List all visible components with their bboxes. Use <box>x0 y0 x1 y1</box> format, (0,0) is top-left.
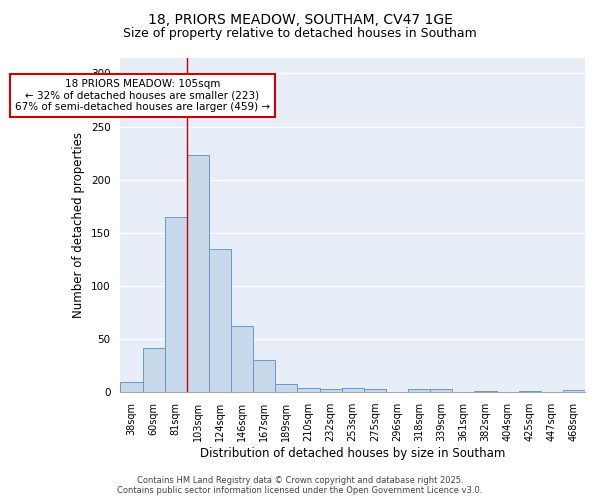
Bar <box>209 249 231 392</box>
Bar <box>430 389 452 392</box>
Bar <box>408 389 430 392</box>
Text: Contains HM Land Registry data © Crown copyright and database right 2025.
Contai: Contains HM Land Registry data © Crown c… <box>118 476 482 495</box>
Bar <box>275 384 298 392</box>
Y-axis label: Number of detached properties: Number of detached properties <box>73 132 85 318</box>
Bar <box>364 389 386 392</box>
Bar <box>253 360 275 392</box>
Bar <box>475 391 497 392</box>
Bar <box>164 217 187 392</box>
Text: 18 PRIORS MEADOW: 105sqm
← 32% of detached houses are smaller (223)
67% of semi-: 18 PRIORS MEADOW: 105sqm ← 32% of detach… <box>15 79 270 112</box>
Bar <box>341 388 364 392</box>
Bar <box>518 391 541 392</box>
X-axis label: Distribution of detached houses by size in Southam: Distribution of detached houses by size … <box>200 447 505 460</box>
Bar <box>187 156 209 392</box>
Bar <box>563 390 585 392</box>
Bar <box>143 348 164 392</box>
Text: Size of property relative to detached houses in Southam: Size of property relative to detached ho… <box>123 28 477 40</box>
Bar <box>320 389 341 392</box>
Bar <box>298 388 320 392</box>
Text: 18, PRIORS MEADOW, SOUTHAM, CV47 1GE: 18, PRIORS MEADOW, SOUTHAM, CV47 1GE <box>148 12 452 26</box>
Bar <box>121 382 143 392</box>
Bar <box>231 326 253 392</box>
